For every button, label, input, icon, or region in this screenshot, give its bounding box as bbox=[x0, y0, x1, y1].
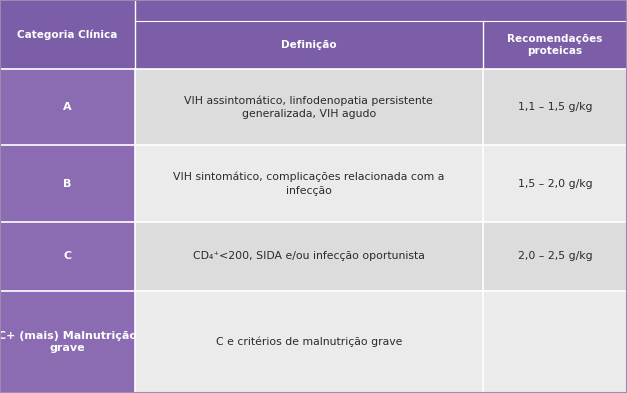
Text: C+ (mais) Malnutrição
grave: C+ (mais) Malnutrição grave bbox=[0, 331, 137, 353]
Text: C: C bbox=[63, 252, 71, 261]
Bar bbox=[0, 69, 135, 145]
Text: 2,0 – 2,5 g/kg: 2,0 – 2,5 g/kg bbox=[517, 252, 593, 261]
Text: 1,1 – 1,5 g/kg: 1,1 – 1,5 g/kg bbox=[518, 102, 592, 112]
Bar bbox=[135, 222, 627, 291]
Bar bbox=[0, 291, 135, 393]
Bar bbox=[0, 145, 135, 222]
Text: B: B bbox=[63, 179, 71, 189]
Text: Categoria Clínica: Categoria Clínica bbox=[17, 29, 118, 40]
Text: VIH sintomático, complicações relacionada com a
infecção: VIH sintomático, complicações relacionad… bbox=[173, 172, 445, 196]
Bar bbox=[135, 145, 627, 222]
Text: CD₄⁺<200, SIDA e/ou infecção oportunista: CD₄⁺<200, SIDA e/ou infecção oportunista bbox=[193, 252, 424, 261]
Text: Definição: Definição bbox=[281, 40, 337, 50]
Bar bbox=[0, 0, 627, 69]
Bar bbox=[135, 291, 627, 393]
Text: 1,5 – 2,0 g/kg: 1,5 – 2,0 g/kg bbox=[517, 179, 593, 189]
Text: Recomendações
proteicas: Recomendações proteicas bbox=[507, 34, 603, 55]
Bar bbox=[0, 222, 135, 291]
Text: VIH assintomático, linfodenopatia persistente
generalizada, VIH agudo: VIH assintomático, linfodenopatia persis… bbox=[184, 95, 433, 119]
Text: C e critérios de malnutrição grave: C e critérios de malnutrição grave bbox=[216, 337, 402, 347]
Text: A: A bbox=[63, 102, 71, 112]
Bar bbox=[135, 69, 627, 145]
